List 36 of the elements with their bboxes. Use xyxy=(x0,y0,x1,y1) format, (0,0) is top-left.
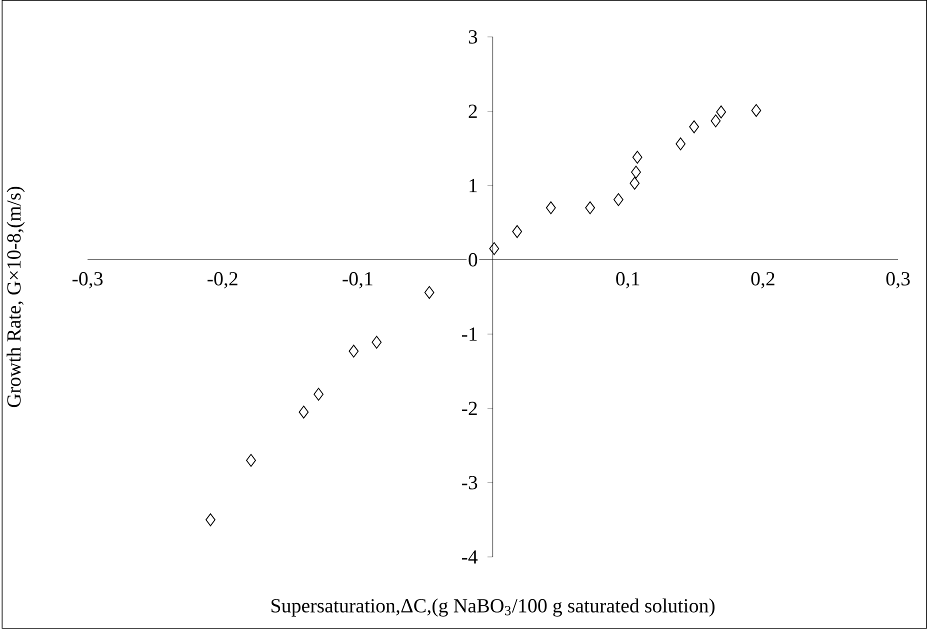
point xyxy=(613,193,624,206)
x-tick-label: -0,2 xyxy=(208,272,238,288)
point xyxy=(716,106,726,118)
x-tick-label: -0,1 xyxy=(342,272,372,288)
x-tick-label: 0,1 xyxy=(616,272,640,288)
point xyxy=(372,336,382,349)
y-axis-title: Growth Rate, G×10-8,(m/s) xyxy=(6,186,25,408)
y-tick-label: -2 xyxy=(462,402,477,416)
x-tick-label: -0,3 xyxy=(72,272,103,288)
point xyxy=(630,176,640,190)
point xyxy=(689,120,700,134)
point xyxy=(206,513,216,526)
point xyxy=(751,104,762,118)
point xyxy=(632,150,642,164)
point xyxy=(424,286,434,300)
y-tick-label: 1 xyxy=(470,179,477,192)
point xyxy=(298,406,309,419)
y-tick-label: 2 xyxy=(468,104,477,118)
point xyxy=(710,114,721,128)
point xyxy=(489,242,500,256)
y-tick-label: 0 xyxy=(468,253,478,267)
point xyxy=(631,166,641,179)
x-tick-label: 0,2 xyxy=(751,272,774,288)
x-axis-title: Supersaturation,ΔC,(g NaBO$_{3}$/100 g saturated solution) xyxy=(272,598,715,617)
point xyxy=(348,344,359,358)
y-tick-label: -4 xyxy=(462,550,478,564)
y-tick-label: -3 xyxy=(462,476,478,490)
point xyxy=(314,388,324,401)
point xyxy=(246,454,256,467)
point xyxy=(546,201,556,214)
point xyxy=(512,225,522,238)
y-tick-label: 3 xyxy=(468,30,478,44)
point xyxy=(585,201,596,214)
y-tick-label: -1 xyxy=(462,328,477,341)
x-tick-label: 0,3 xyxy=(886,272,910,288)
point xyxy=(676,138,686,150)
